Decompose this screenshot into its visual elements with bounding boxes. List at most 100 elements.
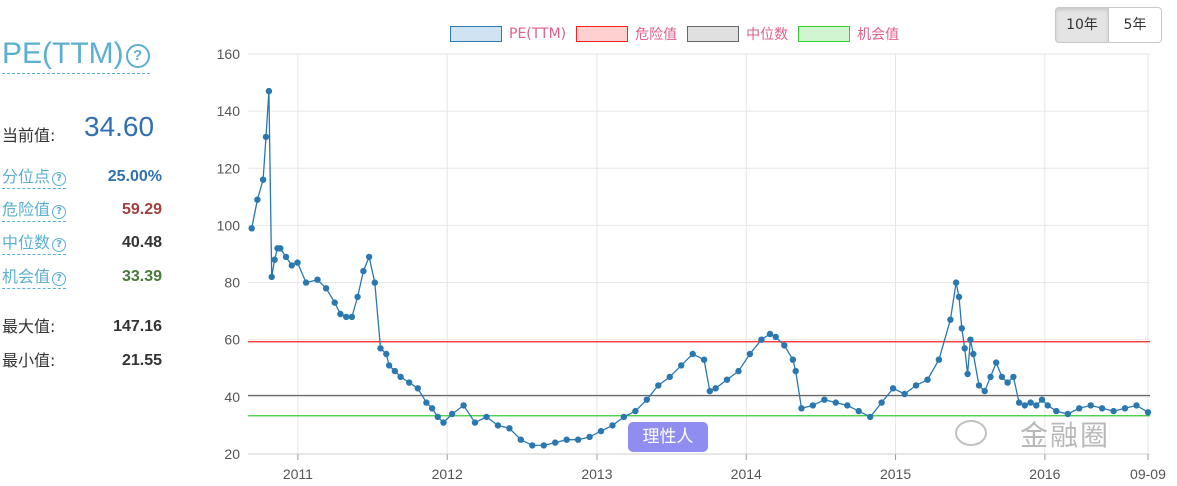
x-tick-label: 2011 — [283, 466, 313, 482]
legend-item-pe[interactable]: PE(TTM) — [450, 26, 566, 42]
pe-data-point — [448, 410, 456, 418]
min-label: 最小值: — [2, 351, 56, 370]
current-value: 34.60 — [84, 111, 155, 142]
pe-data-point — [517, 436, 524, 443]
pe-data-point — [259, 176, 267, 183]
pe-data-point — [1144, 409, 1152, 416]
pe-data-point — [288, 262, 295, 269]
pe-data-point — [821, 396, 828, 403]
pe-data-point — [563, 436, 570, 443]
pe-data-point — [766, 330, 774, 338]
pe-data-point — [889, 385, 897, 392]
pe-data-point — [597, 427, 605, 435]
pe-data-point — [377, 345, 384, 352]
pe-data-point — [552, 439, 559, 446]
pe-data-point — [371, 279, 378, 286]
legend-item-danger[interactable]: 危险值 — [576, 24, 677, 44]
pe-data-point — [414, 385, 421, 392]
pe-data-point — [1098, 405, 1106, 412]
metric-title[interactable]: PE(TTM)? — [2, 36, 150, 74]
pe-data-point — [947, 316, 954, 323]
x-tick-label: 2014 — [731, 466, 762, 482]
legend-label-median: 中位数 — [746, 27, 789, 43]
pe-data-point — [586, 433, 593, 441]
range-toggle: 10年 5年 — [1055, 7, 1162, 43]
range-5y-button[interactable]: 5年 — [1109, 7, 1162, 43]
legend-item-opportunity[interactable]: 机会值 — [798, 24, 899, 44]
pe-data-point — [268, 273, 275, 281]
stat-row-percentile: 分位点? 25.00% — [2, 166, 162, 190]
pe-data-point — [265, 87, 273, 95]
question-circle-icon[interactable]: ? — [52, 272, 67, 286]
pe-data-point — [655, 382, 662, 389]
pe-data-point — [1027, 399, 1034, 406]
pe-data-point — [1021, 402, 1028, 409]
pe-data-point — [924, 376, 931, 383]
pe-data-point — [958, 325, 965, 332]
pe-data-point — [248, 225, 255, 232]
pe-data-point — [1064, 410, 1072, 418]
y-tick-label: 60 — [224, 332, 240, 348]
pe-data-point — [337, 310, 344, 318]
pe-data-point — [832, 399, 839, 406]
pe-data-point — [574, 436, 582, 443]
danger-label[interactable]: 危险值? — [2, 199, 67, 222]
y-tick-label: 80 — [224, 275, 240, 291]
pe-data-point — [609, 422, 616, 429]
pe-data-point — [254, 196, 261, 203]
question-circle-icon[interactable]: ? — [125, 44, 150, 68]
pe-data-point — [998, 373, 1006, 381]
pe-data-point — [529, 442, 536, 449]
pe-data-point — [540, 442, 547, 449]
pe-data-point — [912, 382, 920, 389]
legend-item-median[interactable]: 中位数 — [687, 24, 788, 44]
x-tick-label: 2015 — [880, 466, 911, 482]
pe-data-point — [792, 367, 799, 375]
question-circle-icon[interactable]: ? — [52, 205, 67, 219]
legend-swatch-pe — [450, 26, 502, 42]
legend-label-opportunity: 机会值 — [857, 27, 900, 43]
pe-data-point — [1038, 396, 1046, 403]
pe-data-point — [302, 279, 310, 286]
pe-data-point — [700, 356, 708, 363]
stat-row-danger: 危险值? 59.29 — [2, 199, 162, 223]
legend-swatch-danger — [576, 26, 629, 42]
pe-data-point — [643, 396, 650, 403]
range-10y-button[interactable]: 10年 — [1055, 7, 1109, 43]
x-tick-label: 2012 — [432, 466, 463, 482]
pe-data-point — [331, 299, 338, 306]
pe-data-point — [434, 413, 441, 421]
pe-data-point — [354, 293, 361, 301]
pe-data-point — [981, 387, 988, 395]
pe-data-point — [1010, 373, 1017, 381]
question-circle-icon[interactable]: ? — [52, 238, 67, 252]
pe-data-point — [385, 362, 393, 369]
y-tick-label: 20 — [224, 446, 240, 462]
legend-swatch-opportunity — [798, 26, 851, 42]
x-tick-label: 09-09 — [1130, 466, 1166, 482]
opportunity-label[interactable]: 机会值? — [2, 266, 67, 289]
pe-data-point — [706, 387, 713, 395]
y-tick-label: 40 — [224, 389, 240, 405]
pe-data-point — [901, 390, 908, 398]
metric-title-text: PE(TTM) — [2, 37, 124, 70]
chart-legend: PE(TTM) 危险值 中位数 机会值 — [450, 24, 909, 44]
question-circle-icon[interactable]: ? — [52, 172, 67, 186]
pe-data-point — [632, 407, 639, 415]
pe-data-point — [987, 373, 994, 381]
current-value-label: 当前值: — [2, 126, 56, 145]
x-tick-label: 2013 — [581, 466, 612, 482]
pe-data-point — [975, 382, 983, 389]
median-label[interactable]: 中位数? — [2, 232, 67, 255]
percentile-value: 25.00% — [107, 168, 162, 185]
pe-data-point — [1053, 407, 1060, 415]
pe-data-point — [383, 350, 390, 358]
pe-data-point — [789, 356, 797, 363]
pe-data-point — [483, 413, 490, 421]
pe-data-point — [1110, 407, 1117, 415]
pe-series-line — [251, 91, 1149, 447]
pe-data-point — [809, 402, 817, 409]
wechat-icon — [955, 420, 987, 446]
stats-panel: PE(TTM)? 当前值: 34.60 分位点? 25.00% 危险值? 59.… — [0, 0, 200, 486]
percentile-label[interactable]: 分位点? — [2, 166, 67, 189]
